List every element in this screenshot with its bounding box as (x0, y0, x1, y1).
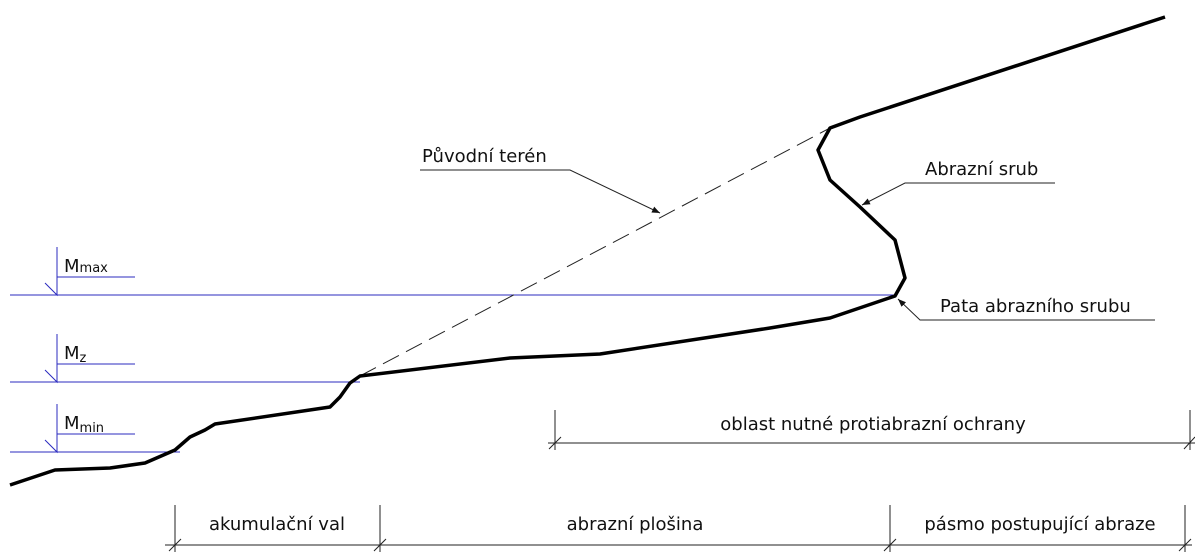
zone-label: akumulační val (209, 514, 345, 535)
dimensions: oblast nutné protiabrazní ochrany akumul… (165, 410, 1195, 552)
zone-label: oblast nutné protiabrazní ochrany (720, 414, 1026, 435)
zone-label: abrazní plošina (567, 514, 704, 535)
level-label: Mmin (64, 413, 104, 436)
zone-label: pásmo postupující abraze (924, 514, 1155, 535)
level-label: Mmax (64, 256, 108, 277)
leaders: Původní terén Abrazní srub Pata abrazníh… (420, 146, 1155, 321)
original-terrain (359, 127, 831, 377)
label: Původní terén (422, 146, 547, 167)
level-marker: Mz (44, 334, 135, 384)
label: Abrazní srub (925, 159, 1038, 180)
level-label: Mz (64, 343, 87, 366)
label: Pata abrazního srubu (940, 296, 1131, 317)
level-marker: Mmax (44, 247, 135, 297)
level-marker: Mmin (44, 404, 135, 454)
terrain (9, 15, 1166, 487)
water-levels: Mmax Mz Mmin (10, 247, 895, 454)
